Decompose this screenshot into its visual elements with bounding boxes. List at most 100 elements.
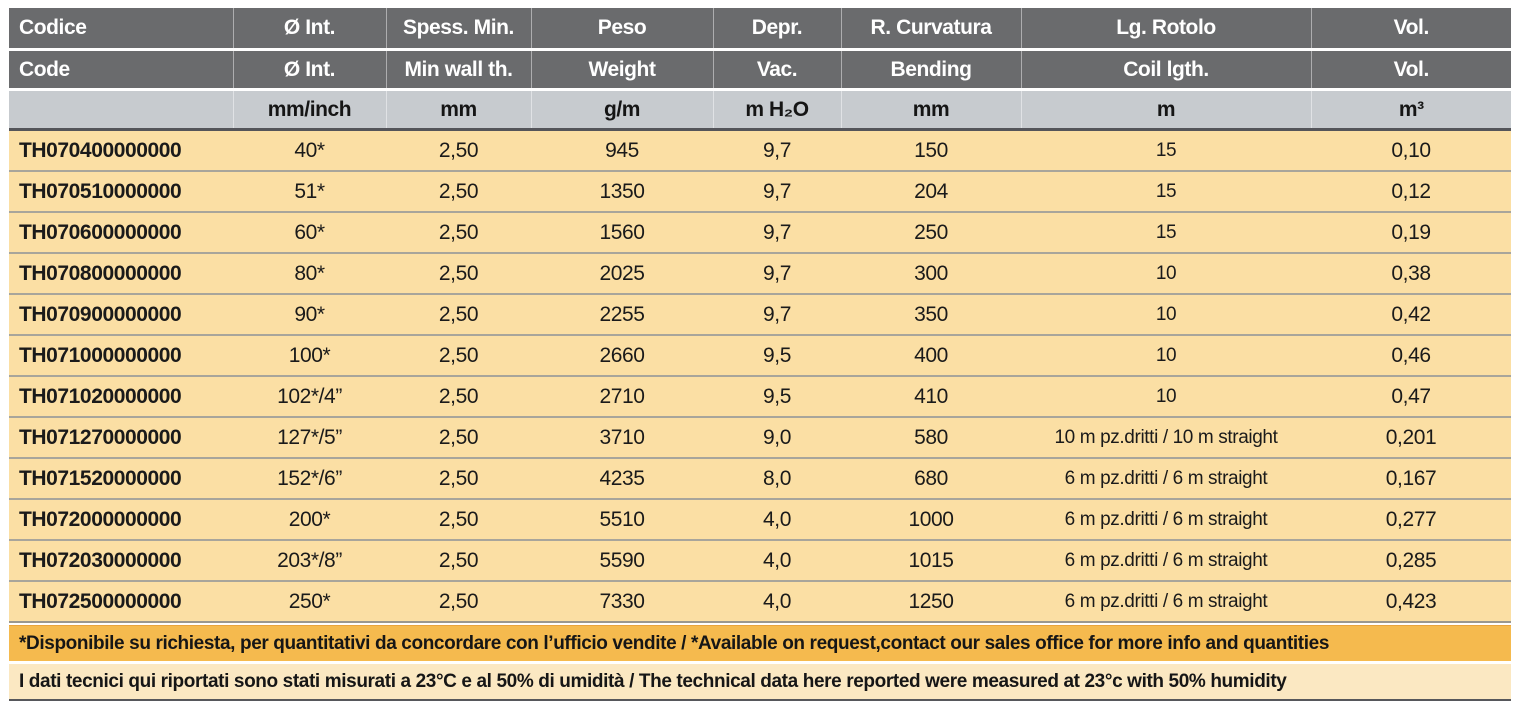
value-cell-vacuum: 4,0: [713, 581, 841, 623]
value-cell-min_wall_thickness: 2,50: [386, 212, 531, 254]
code-cell: TH070600000000: [9, 212, 233, 254]
value-cell-volume: 0,19: [1311, 212, 1511, 254]
measurement-conditions-note: I dati tecnici qui riportati sono stati …: [9, 664, 1511, 701]
value-cell-bending_radius: 580: [841, 417, 1021, 459]
value-cell-volume: 0,46: [1311, 335, 1511, 377]
table-row: TH071270000000 127*/5” 2,50 3710 9,0 580 10 m …: [9, 417, 1511, 459]
header-row-italian: Codice Ø Int. Spess. Min. Peso Depr. R. Curva…: [9, 8, 1511, 51]
header-cell-weight: Weight: [530, 49, 713, 91]
header-cell-min_wall_thickness: Min wall th.: [385, 49, 531, 91]
value-cell-min_wall_thickness: 2,50: [386, 581, 531, 623]
code-cell: TH070800000000: [9, 253, 233, 295]
code-cell: TH070900000000: [9, 294, 233, 336]
value-cell-volume: 0,42: [1311, 294, 1511, 336]
table-row: TH072500000000 250* 2,50 7330 4,0 1250 6 m pz.…: [9, 581, 1511, 623]
value-cell-internal_diameter: 90*: [233, 294, 386, 336]
header-cell-volume: Vol.: [1310, 8, 1511, 51]
value-cell-vacuum: 9,7: [713, 253, 841, 295]
value-cell-volume: 0,423: [1311, 581, 1511, 623]
value-cell-coil_length: 6 m pz.dritti / 6 m straight: [1021, 581, 1311, 623]
value-cell-bending_radius: 680: [841, 458, 1021, 500]
value-cell-min_wall_thickness: 2,50: [386, 129, 531, 172]
header-cell-bending_radius: R. Curvatura: [840, 8, 1021, 51]
table-header: Codice Ø Int. Spess. Min. Peso Depr. R. Curva…: [9, 8, 1511, 131]
header-cell-weight: Peso: [530, 8, 713, 51]
header-cell-internal_diameter: Ø Int.: [232, 8, 386, 51]
value-cell-min_wall_thickness: 2,50: [386, 417, 531, 459]
value-cell-bending_radius: 350: [841, 294, 1021, 336]
header-row-english: Code Ø Int. Min wall th. Weight Vac. Bending C…: [9, 49, 1511, 91]
value-cell-weight: 4235: [531, 458, 713, 500]
value-cell-internal_diameter: 127*/5”: [233, 417, 386, 459]
value-cell-volume: 0,47: [1311, 376, 1511, 418]
units-row: mm/inch mm g/m m H₂O mm m m³: [9, 89, 1511, 131]
value-cell-weight: 1350: [531, 171, 713, 213]
hose-spec-table: Codice Ø Int. Spess. Min. Peso Depr. R. Curva…: [9, 8, 1511, 623]
header-cell-vacuum: Depr.: [712, 8, 841, 51]
value-cell-bending_radius: 1000: [841, 499, 1021, 541]
table-row: TH070800000000 80* 2,50 2025 9,7 300 10 0,38: [9, 253, 1511, 295]
header-cell-code: Codice: [9, 8, 233, 51]
code-cell: TH072000000000: [9, 499, 233, 541]
value-cell-vacuum: 9,5: [713, 376, 841, 418]
header-cell-internal_diameter: Ø Int.: [232, 49, 386, 91]
value-cell-coil_length: 6 m pz.dritti / 6 m straight: [1021, 540, 1311, 582]
value-cell-coil_length: 15: [1021, 212, 1311, 254]
unit-cell-internal_diameter: mm/inch: [232, 89, 386, 131]
header-cell-code: Code: [9, 49, 233, 91]
value-cell-internal_diameter: 51*: [233, 171, 386, 213]
value-cell-internal_diameter: 250*: [233, 581, 386, 623]
value-cell-min_wall_thickness: 2,50: [386, 376, 531, 418]
header-cell-vacuum: Vac.: [712, 49, 841, 91]
value-cell-weight: 5510: [531, 499, 713, 541]
table-row: TH072000000000 200* 2,50 5510 4,0 1000 6 m pz.…: [9, 499, 1511, 541]
value-cell-weight: 2025: [531, 253, 713, 295]
value-cell-coil_length: 6 m pz.dritti / 6 m straight: [1021, 458, 1311, 500]
value-cell-bending_radius: 1250: [841, 581, 1021, 623]
unit-cell-vacuum: m H₂O: [712, 89, 841, 131]
value-cell-weight: 5590: [531, 540, 713, 582]
table-row: TH072030000000 203*/8” 2,50 5590 4,0 1015 6 m …: [9, 540, 1511, 582]
unit-cell-volume: m³: [1310, 89, 1511, 131]
value-cell-volume: 0,285: [1311, 540, 1511, 582]
value-cell-coil_length: 10: [1021, 376, 1311, 418]
table-row: TH071000000000 100* 2,50 2660 9,5 400 10 0,46: [9, 335, 1511, 377]
table-body: TH070400000000 40* 2,50 945 9,7 150 15 0,10 TH07…: [9, 129, 1511, 623]
table-row: TH070600000000 60* 2,50 1560 9,7 250 15 0,19: [9, 212, 1511, 254]
table-row: TH071020000000 102*/4” 2,50 2710 9,5 410 10 0,4…: [9, 376, 1511, 418]
value-cell-volume: 0,277: [1311, 499, 1511, 541]
table-row: TH070510000000 51* 2,50 1350 9,7 204 15 0,12: [9, 171, 1511, 213]
value-cell-internal_diameter: 80*: [233, 253, 386, 295]
header-cell-coil_length: Lg. Rotolo: [1020, 8, 1311, 51]
code-cell: TH070400000000: [9, 129, 233, 172]
value-cell-coil_length: 10: [1021, 253, 1311, 295]
value-cell-bending_radius: 410: [841, 376, 1021, 418]
value-cell-vacuum: 9,7: [713, 129, 841, 172]
value-cell-coil_length: 15: [1021, 171, 1311, 213]
value-cell-volume: 0,167: [1311, 458, 1511, 500]
header-cell-volume: Vol.: [1310, 49, 1511, 91]
value-cell-bending_radius: 400: [841, 335, 1021, 377]
code-cell: TH071520000000: [9, 458, 233, 500]
value-cell-min_wall_thickness: 2,50: [386, 294, 531, 336]
value-cell-bending_radius: 204: [841, 171, 1021, 213]
value-cell-weight: 945: [531, 129, 713, 172]
value-cell-weight: 3710: [531, 417, 713, 459]
value-cell-vacuum: 9,7: [713, 212, 841, 254]
value-cell-volume: 0,38: [1311, 253, 1511, 295]
value-cell-min_wall_thickness: 2,50: [386, 458, 531, 500]
value-cell-coil_length: 10: [1021, 335, 1311, 377]
value-cell-internal_diameter: 102*/4”: [233, 376, 386, 418]
value-cell-bending_radius: 250: [841, 212, 1021, 254]
code-cell: TH071270000000: [9, 417, 233, 459]
table-row: TH071520000000 152*/6” 2,50 4235 8,0 680 6 m p…: [9, 458, 1511, 500]
value-cell-volume: 0,10: [1311, 129, 1511, 172]
value-cell-coil_length: 10: [1021, 294, 1311, 336]
value-cell-volume: 0,201: [1311, 417, 1511, 459]
value-cell-vacuum: 9,7: [713, 171, 841, 213]
table-row: TH070400000000 40* 2,50 945 9,7 150 15 0,10: [9, 129, 1511, 172]
value-cell-internal_diameter: 40*: [233, 129, 386, 172]
value-cell-bending_radius: 150: [841, 129, 1021, 172]
value-cell-internal_diameter: 152*/6”: [233, 458, 386, 500]
value-cell-internal_diameter: 200*: [233, 499, 386, 541]
